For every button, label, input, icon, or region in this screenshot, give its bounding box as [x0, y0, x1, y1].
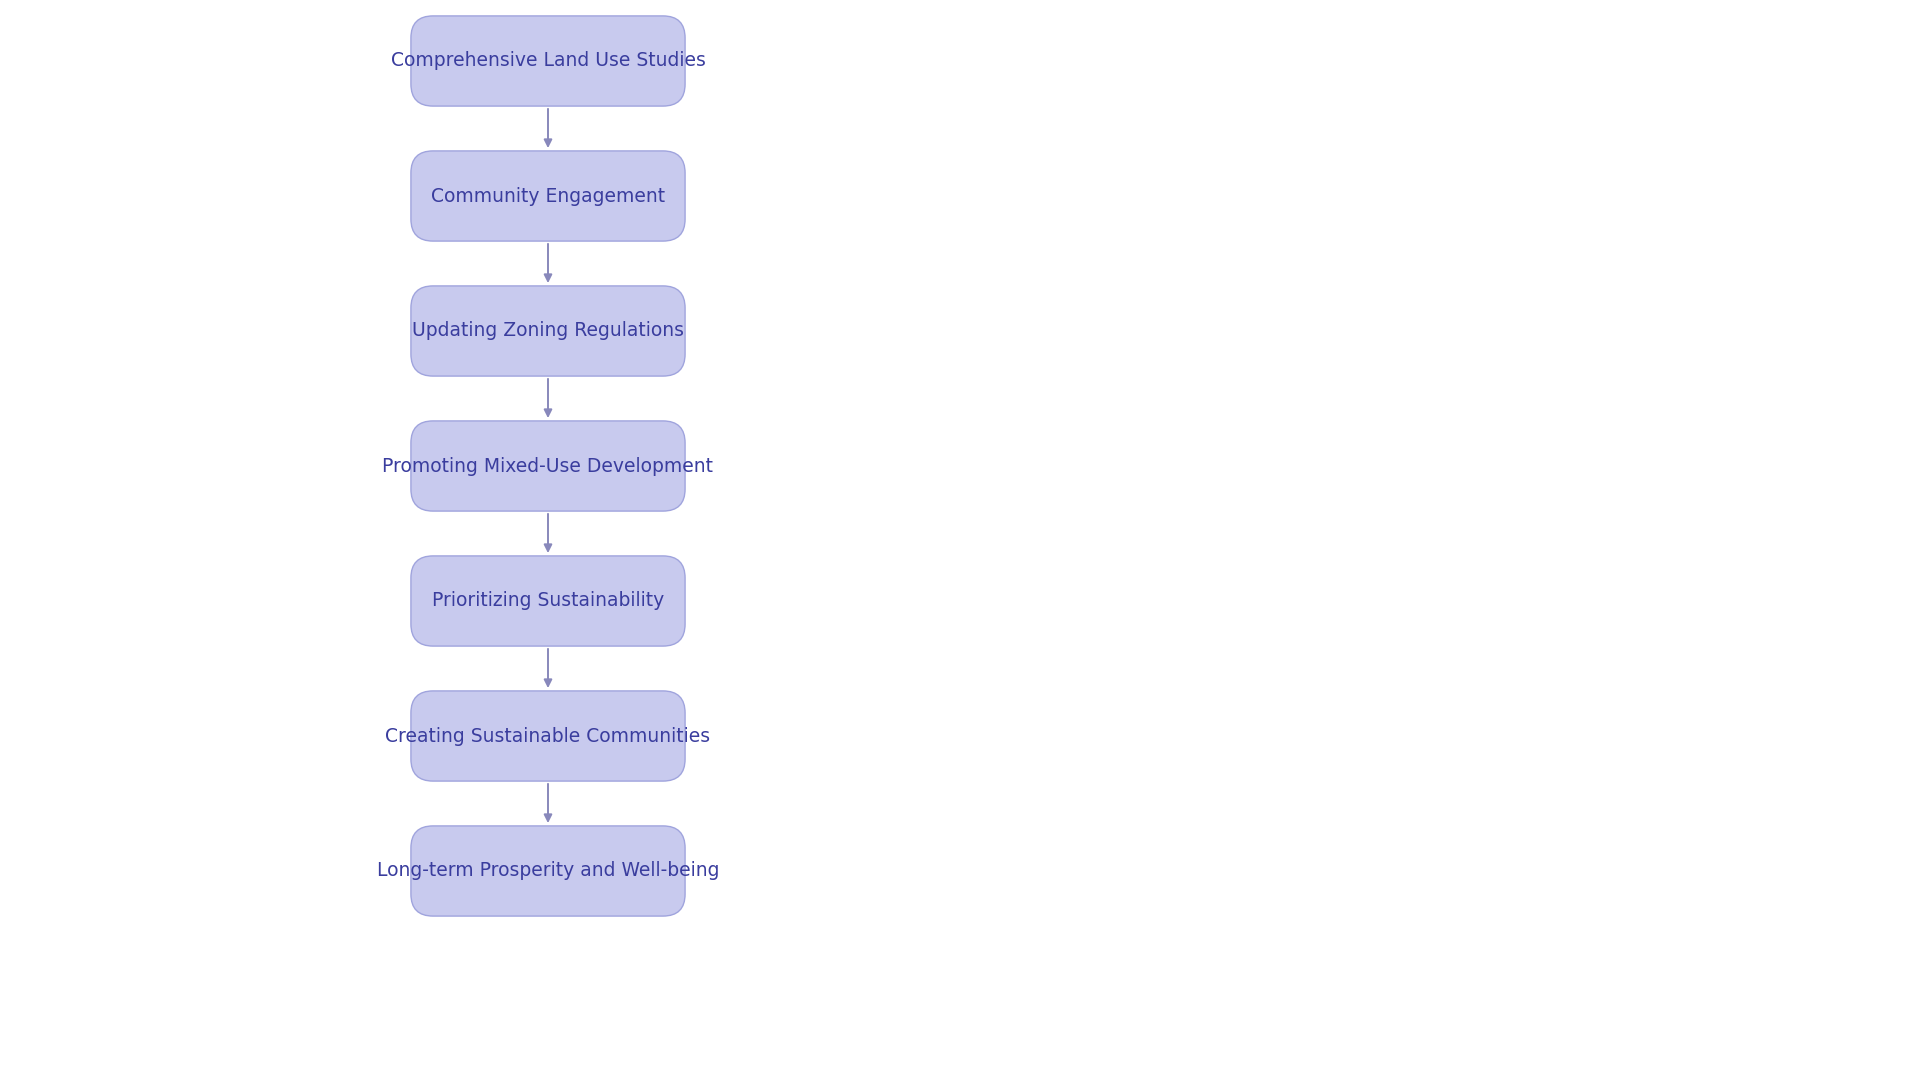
FancyBboxPatch shape	[411, 151, 685, 241]
FancyBboxPatch shape	[411, 691, 685, 781]
Text: Updating Zoning Regulations: Updating Zoning Regulations	[413, 322, 684, 340]
FancyBboxPatch shape	[411, 16, 685, 106]
Text: Comprehensive Land Use Studies: Comprehensive Land Use Studies	[390, 52, 705, 70]
Text: Long-term Prosperity and Well-being: Long-term Prosperity and Well-being	[376, 862, 720, 880]
Text: Prioritizing Sustainability: Prioritizing Sustainability	[432, 592, 664, 610]
FancyBboxPatch shape	[411, 826, 685, 916]
FancyBboxPatch shape	[411, 556, 685, 646]
FancyBboxPatch shape	[411, 421, 685, 511]
Text: Community Engagement: Community Engagement	[430, 187, 664, 205]
Text: Creating Sustainable Communities: Creating Sustainable Communities	[386, 727, 710, 745]
FancyBboxPatch shape	[411, 286, 685, 376]
Text: Promoting Mixed-Use Development: Promoting Mixed-Use Development	[382, 457, 714, 475]
